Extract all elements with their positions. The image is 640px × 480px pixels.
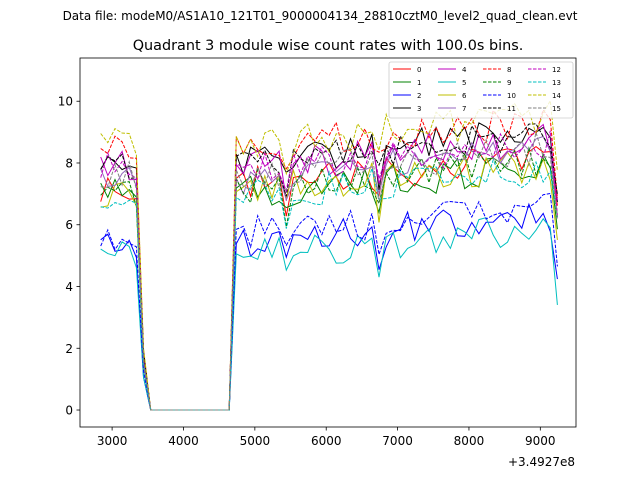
legend-label-13: 13 <box>552 79 561 87</box>
legend-label-2: 2 <box>417 92 421 100</box>
legend-label-3: 3 <box>417 105 421 113</box>
y-tick-label: 2 <box>65 342 73 356</box>
x-tick-label: 4000 <box>168 434 199 448</box>
legend-label-8: 8 <box>507 66 511 74</box>
x-tick-label: 6000 <box>311 434 342 448</box>
chart-title: Quadrant 3 module wise count rates with … <box>133 38 524 54</box>
y-tick-label: 6 <box>65 218 73 232</box>
x-offset-label: +3.4927e8 <box>508 455 575 469</box>
legend-label-15: 15 <box>552 105 561 113</box>
legend-label-9: 9 <box>507 79 511 87</box>
legend-label-4: 4 <box>462 66 467 74</box>
legend-label-10: 10 <box>507 92 516 100</box>
y-tick-label: 8 <box>65 156 73 170</box>
x-tick-label: 3000 <box>97 434 128 448</box>
series-line-13 <box>100 158 558 411</box>
x-tick-label: 9000 <box>525 434 556 448</box>
series-line-8 <box>100 108 558 411</box>
x-axis: 3000 4000 5000 6000 7000 8000 9000 <box>97 427 556 448</box>
legend-label-1: 1 <box>417 79 421 87</box>
legend-label-0: 0 <box>417 66 421 74</box>
x-tick-label: 5000 <box>240 434 271 448</box>
figure-suptitle: Data file: modeM0/AS1A10_121T01_90000041… <box>63 9 578 23</box>
legend-label-7: 7 <box>462 105 466 113</box>
legend-label-6: 6 <box>462 92 467 100</box>
legend-box <box>388 61 574 119</box>
plot-frame <box>79 57 577 428</box>
x-tick-label: 7000 <box>382 434 413 448</box>
y-tick-label: 0 <box>65 404 73 418</box>
plot-lines <box>100 99 558 411</box>
y-tick-label: 4 <box>65 280 73 294</box>
legend-label-14: 14 <box>552 92 561 100</box>
series-line-15 <box>100 130 558 411</box>
y-tick-label: 10 <box>58 95 73 109</box>
legend-label-12: 12 <box>552 66 561 74</box>
series-line-11 <box>100 123 558 411</box>
legend-label-5: 5 <box>462 79 466 87</box>
legend-label-11: 11 <box>507 105 516 113</box>
y-axis: 0 2 4 6 8 10 <box>58 95 80 418</box>
x-tick-label: 8000 <box>454 434 485 448</box>
series-line-12 <box>100 130 558 411</box>
